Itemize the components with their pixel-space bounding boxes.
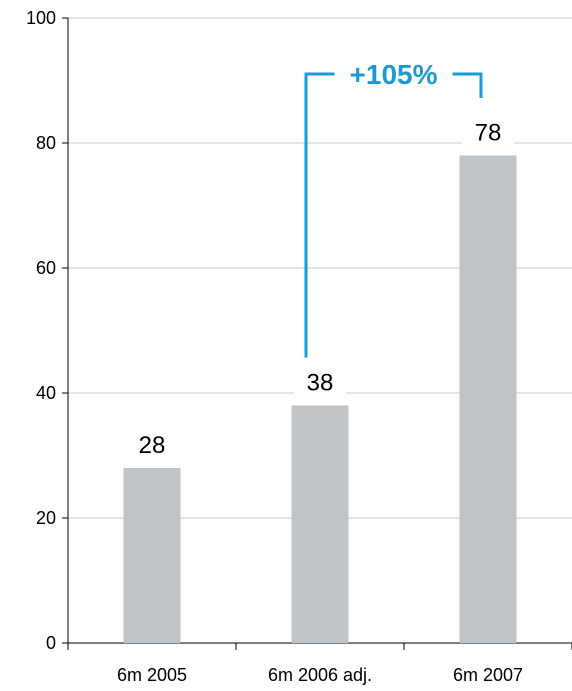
bar: [291, 405, 349, 643]
data-label: 78: [475, 120, 502, 147]
x-category-label: 6m 2005: [117, 665, 187, 685]
y-tick-label: 100: [26, 8, 56, 28]
y-tick-label: 40: [36, 383, 56, 403]
data-label: 28: [139, 432, 166, 459]
bar: [123, 468, 181, 643]
y-tick-label: 60: [36, 258, 56, 278]
growth-percentage-label: +105%: [350, 59, 438, 90]
growth-annotation: +105%: [304, 59, 483, 358]
y-tick-label: 0: [46, 633, 56, 653]
x-axis-labels: 6m 2005 6m 2006 adj. 6m 2007: [117, 665, 523, 685]
bar: [459, 155, 517, 643]
growth-bracket: [304, 72, 483, 358]
x-category-label: 6m 2007: [453, 665, 523, 685]
y-axis-ticks: 0 20 40 60 80 100: [26, 8, 68, 653]
data-label-background: [126, 430, 178, 460]
bars: [123, 155, 517, 643]
data-label-background: [294, 367, 346, 398]
y-tick-label: 20: [36, 508, 56, 528]
data-label: 38: [307, 370, 334, 397]
y-tick-label: 80: [36, 133, 56, 153]
x-category-label: 6m 2006 adj.: [268, 665, 372, 685]
data-labels: 28 38 78: [126, 117, 514, 460]
data-label-background: [462, 117, 514, 148]
